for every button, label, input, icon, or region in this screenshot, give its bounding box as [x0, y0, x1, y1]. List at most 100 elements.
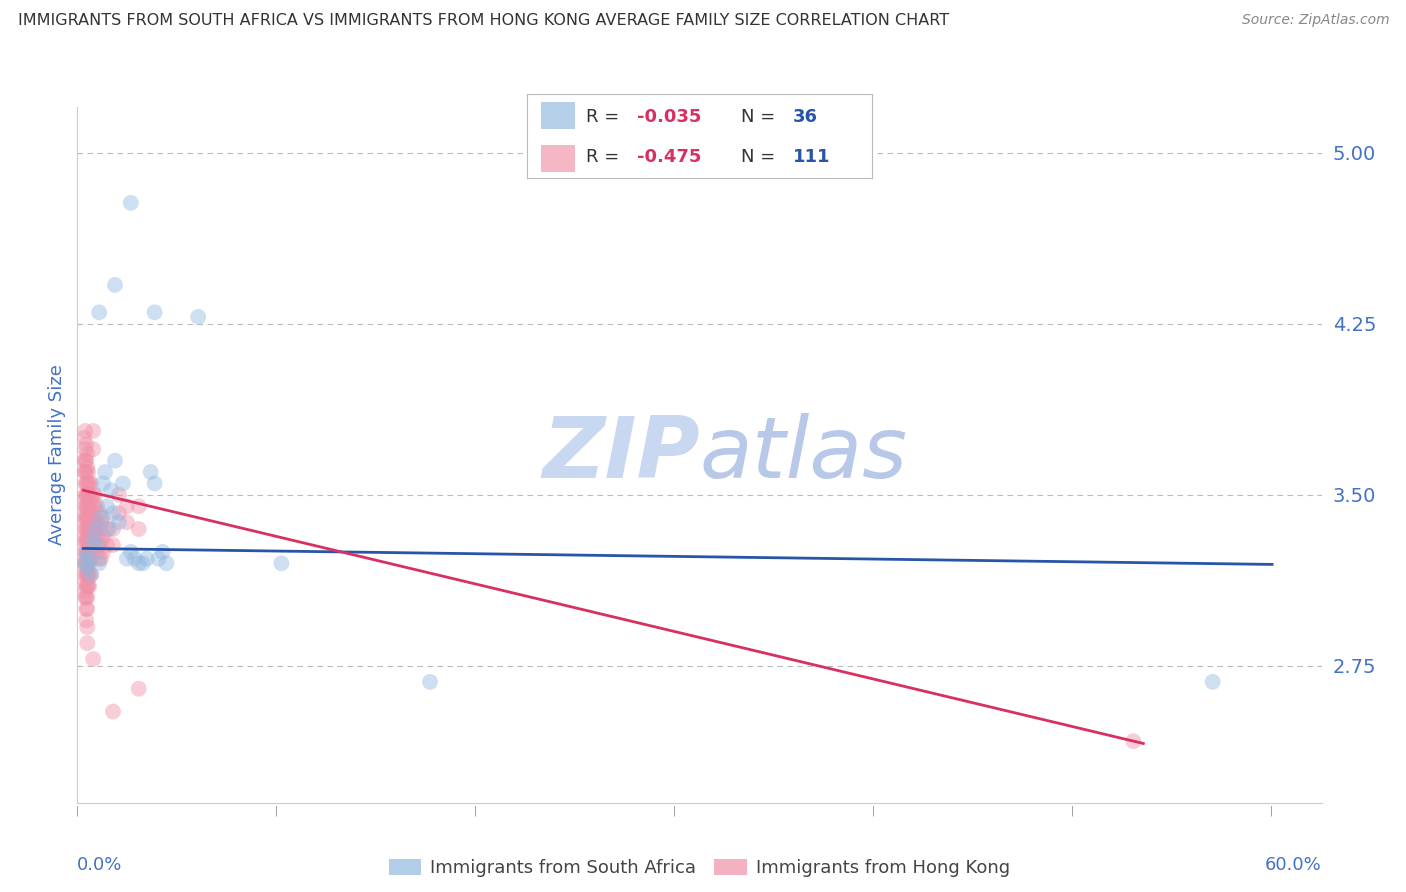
Text: |: | [1270, 805, 1274, 816]
Point [75, 465, 97, 479]
Point [77, 545, 100, 559]
Point [132, 556, 155, 570]
Point [75, 545, 97, 559]
Point [84, 522, 107, 536]
Point [75, 500, 97, 514]
Point [139, 465, 162, 479]
Point [75, 453, 97, 467]
Point [76, 567, 98, 582]
Point [77, 567, 100, 582]
Point [77, 579, 100, 593]
Point [75, 488, 97, 502]
Point [115, 551, 138, 566]
Point [77, 556, 100, 570]
Point [82, 500, 104, 514]
Text: |: | [872, 805, 876, 816]
Point [75, 442, 97, 457]
Text: atlas: atlas [700, 413, 907, 497]
Legend: Immigrants from South Africa, Immigrants from Hong Kong: Immigrants from South Africa, Immigrants… [381, 852, 1018, 884]
Point [91, 510, 114, 524]
Point [86, 545, 108, 559]
Point [75, 583, 97, 598]
Point [75, 556, 97, 570]
Point [75, 522, 97, 536]
Point [124, 551, 146, 566]
Point [75, 522, 97, 536]
Point [89, 556, 111, 570]
Point [75, 453, 97, 467]
Point [73, 556, 96, 570]
Point [73, 453, 96, 467]
Point [77, 533, 100, 548]
Point [75, 492, 97, 507]
Text: N =: N = [741, 148, 780, 166]
Point [75, 510, 97, 524]
Point [77, 545, 100, 559]
Point [104, 453, 127, 467]
Point [128, 556, 150, 570]
Point [75, 602, 97, 616]
Point [115, 500, 138, 514]
Point [77, 556, 100, 570]
Point [75, 579, 97, 593]
Text: 36: 36 [793, 109, 817, 127]
Point [76, 620, 98, 634]
Point [86, 529, 108, 543]
Point [76, 591, 98, 605]
Point [89, 506, 111, 520]
Point [76, 510, 98, 524]
Point [76, 522, 98, 536]
Point [155, 556, 177, 570]
Point [75, 500, 97, 514]
Point [91, 545, 114, 559]
Point [77, 465, 100, 479]
Point [98, 522, 121, 536]
Point [75, 515, 97, 529]
Point [148, 551, 170, 566]
Point [75, 567, 97, 582]
Point [419, 674, 441, 689]
Point [91, 529, 114, 543]
Text: 111: 111 [793, 148, 830, 166]
Point [89, 551, 111, 566]
Point [75, 561, 97, 575]
Text: 0.0%: 0.0% [77, 856, 122, 874]
Point [80, 551, 103, 566]
Point [76, 602, 98, 616]
Point [82, 533, 104, 548]
Text: |: | [673, 805, 676, 816]
Point [101, 506, 124, 520]
Point [91, 476, 114, 491]
Point [75, 437, 97, 451]
Point [89, 305, 111, 319]
Point [108, 515, 131, 529]
Point [101, 538, 124, 552]
Point [77, 488, 100, 502]
Point [77, 551, 100, 566]
Point [76, 460, 98, 475]
Point [75, 510, 97, 524]
Point [75, 538, 97, 552]
Point [104, 277, 127, 292]
Point [86, 538, 108, 552]
Point [76, 488, 98, 502]
Point [135, 551, 157, 566]
Point [77, 522, 100, 536]
Point [100, 483, 122, 498]
Point [89, 538, 111, 552]
Point [82, 522, 104, 536]
Point [101, 522, 124, 536]
Point [75, 465, 97, 479]
Point [187, 310, 209, 324]
Point [75, 545, 97, 559]
Point [86, 515, 108, 529]
Point [77, 500, 100, 514]
Point [75, 591, 97, 605]
Point [77, 476, 100, 491]
Point [75, 591, 97, 605]
Text: N =: N = [741, 109, 780, 127]
Text: |: | [1071, 805, 1074, 816]
Point [128, 681, 150, 696]
Point [96, 500, 118, 514]
Point [75, 476, 97, 491]
